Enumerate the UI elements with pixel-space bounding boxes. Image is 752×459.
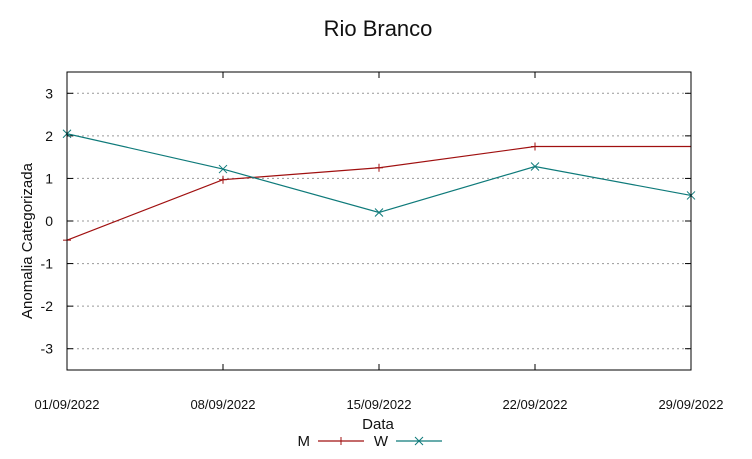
data-point-W [530,162,540,171]
legend-label-W: W [374,433,389,450]
chart-title: Rio Branco [324,16,433,41]
y-tick-label: -3 [41,341,54,357]
y-tick-label: 3 [45,85,53,101]
x-tick-label: 08/09/2022 [190,397,255,412]
legend-marker-W [414,436,424,446]
x-tick-label: 22/09/2022 [502,397,567,412]
data-point-M [531,142,539,151]
x-tick-label: 29/09/2022 [658,397,723,412]
x-axis-label: Data [362,416,394,433]
y-ticks: 3 2 1 0 -1 -2 -3 [41,85,691,357]
y-tick-label: 2 [45,128,53,144]
x-tick-label: 15/09/2022 [346,397,411,412]
legend-label-M: M [298,433,311,450]
data-point-M [219,175,227,184]
y-tick-label: -1 [41,256,54,272]
y-axis-label: Anomalia Categorizada [19,162,36,319]
plot-frame [66,71,692,371]
data-point-W [374,208,384,217]
legend-marker-M [337,437,345,445]
data-point-M [375,163,383,172]
grid-lines [67,92,691,350]
y-tick-label: -2 [41,298,54,314]
series-group [62,129,696,245]
x-ticks: 01/09/2022 08/09/2022 15/09/2022 22/09/2022… [34,72,724,412]
x-tick-label: 01/09/2022 [34,397,99,412]
data-point-W [218,164,228,174]
y-tick-label: 0 [45,213,53,229]
series-line-W [66,133,692,214]
y-tick-label: 1 [45,170,53,186]
series-line-M [66,145,691,241]
